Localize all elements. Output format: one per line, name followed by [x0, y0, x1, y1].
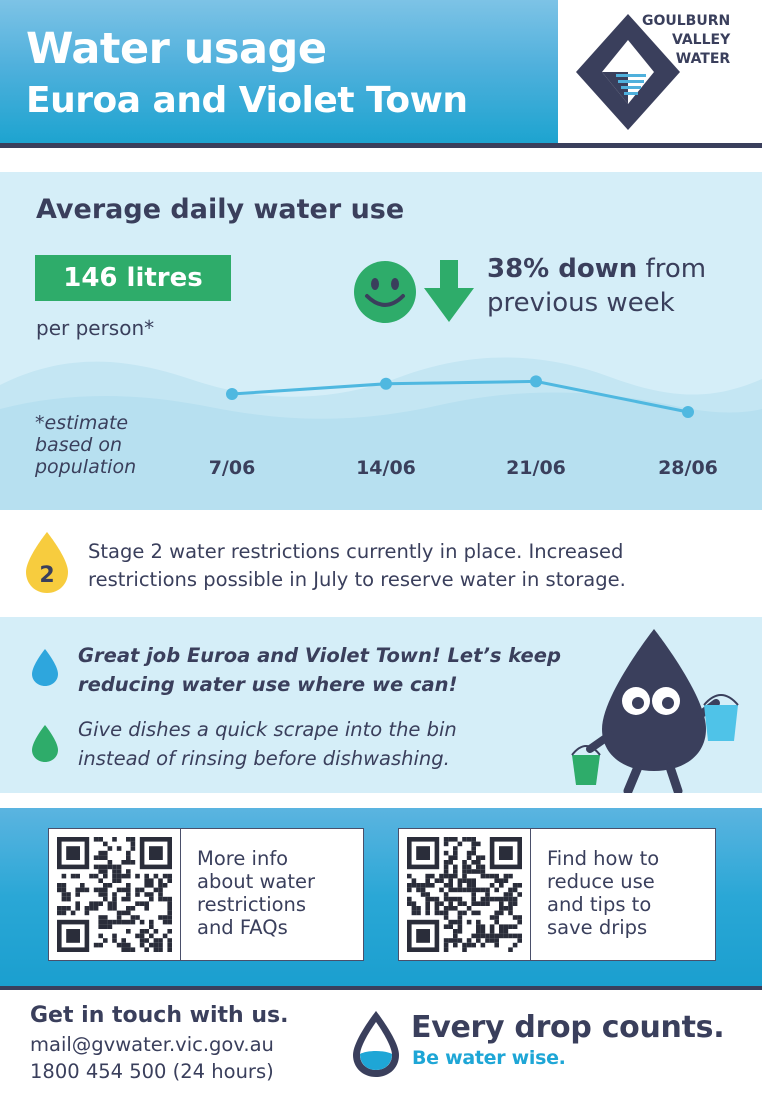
- qr-divider: [530, 829, 531, 960]
- logo: [558, 0, 762, 148]
- logo-line-2: VALLEY: [671, 32, 731, 48]
- x-tick-label: 14/06: [356, 457, 416, 479]
- header: Water usage Euroa and Violet Town GOULBU…: [0, 0, 762, 148]
- tagline: Every drop counts.: [411, 1010, 725, 1045]
- contact-phone[interactable]: 1800 454 500 (24 hours): [30, 1060, 274, 1083]
- smiley-icon: [354, 261, 416, 323]
- blue-drop-icon: [32, 649, 58, 686]
- qr-divider: [180, 829, 181, 960]
- x-tick-label: 28/06: [658, 457, 718, 479]
- estimate-note: *estimate based on population: [35, 412, 136, 478]
- qr-code-icon[interactable]: [57, 837, 172, 952]
- restrictions-line-2: restrictions possible in July to reserve…: [88, 568, 626, 591]
- litres-badge: 146 litres: [35, 255, 231, 301]
- page-title: Water usage: [26, 24, 327, 74]
- qr-1-line-2: about water: [197, 870, 316, 893]
- qr-2-line-3: and tips to: [547, 893, 652, 916]
- contact-email-link[interactable]: mail@gvwater.vic.gov.au: [30, 1033, 274, 1056]
- x-tick-label: 7/06: [209, 457, 256, 479]
- change-previous-week: previous week: [487, 288, 675, 318]
- water-drop-mascot-icon: [571, 629, 739, 793]
- down-arrow-icon: [424, 260, 474, 322]
- contact-title: Get in touch with us.: [30, 1003, 289, 1028]
- restrictions-line-1: Stage 2 water restrictions currently in …: [88, 540, 624, 563]
- qr-2-line-4: save drips: [547, 916, 648, 939]
- tip-2-line-1: Give dishes a quick scrape into the bin: [78, 718, 457, 741]
- tip-encouragement: Great job Euroa and Violet Town! Let’s k…: [78, 641, 561, 699]
- logo-line-1: GOULBURN: [642, 13, 731, 29]
- header-banner: [0, 0, 558, 148]
- per-person-label: per person*: [36, 316, 155, 340]
- estimate-line-3: population: [35, 456, 137, 478]
- estimate-line-1: *estimate: [35, 412, 129, 434]
- qr-1-line-1: More info: [197, 847, 289, 870]
- usage-heading: Average daily water use: [36, 194, 405, 225]
- qr-code-icon[interactable]: [407, 837, 522, 952]
- qr-card-tips[interactable]: Find how to reduce use and tips to save …: [398, 828, 716, 961]
- logo-wordmark: GOULBURN VALLEY WATER: [642, 12, 730, 69]
- tip-2-line-2: instead of rinsing before dishwashing.: [78, 747, 450, 770]
- x-tick-label: 21/06: [506, 457, 566, 479]
- goulburn-valley-water-logo-icon: [576, 14, 680, 130]
- tips-section: Great job Euroa and Violet Town! Let’s k…: [0, 617, 762, 793]
- restrictions-notice: 2 Stage 2 water restrictions currently i…: [0, 530, 762, 602]
- tip-dishes: Give dishes a quick scrape into the bin …: [78, 715, 457, 773]
- header-divider: [0, 143, 762, 148]
- stage-number: 2: [39, 563, 54, 588]
- qr-2-line-2: reduce use: [547, 870, 655, 893]
- litres-value: 146 litres: [63, 263, 203, 293]
- usage-series-line: [231, 379, 689, 414]
- qr-card-text: Find how to reduce use and tips to save …: [547, 847, 659, 939]
- logo-line-3: WATER: [675, 51, 731, 67]
- weekly-change: 38% down from previous week: [487, 252, 706, 320]
- restrictions-text: Stage 2 water restrictions currently in …: [88, 538, 748, 594]
- footer-divider: [0, 986, 762, 990]
- data-point: [380, 377, 392, 390]
- change-percent: 38% down: [487, 254, 638, 284]
- usage-section: Average daily water use 146 litres per p…: [0, 172, 762, 510]
- qr-2-line-1: Find how to: [547, 847, 660, 870]
- estimate-line-2: based on: [35, 434, 123, 456]
- water-drop-icon: [353, 1011, 399, 1077]
- change-from: from: [637, 254, 707, 284]
- qr-1-line-3: restrictions: [197, 893, 307, 916]
- tip-1-line-2: reducing water use where we can!: [78, 673, 458, 696]
- data-point: [226, 388, 238, 400]
- data-point: [530, 375, 542, 388]
- usage-line-chart: 7/06 14/06 21/06 28/06: [209, 375, 718, 479]
- stage-drop-icon: 2: [26, 532, 68, 593]
- qr-card-text: More info about water restrictions and F…: [197, 847, 315, 939]
- wave-background: [0, 357, 762, 510]
- green-drop-icon: [32, 725, 58, 762]
- tip-1-line-1: Great job Euroa and Violet Town! Let’s k…: [78, 644, 561, 667]
- qr-band: More info about water restrictions and F…: [0, 808, 762, 986]
- page-subtitle: Euroa and Violet Town: [26, 80, 468, 121]
- qr-card-restrictions[interactable]: More info about water restrictions and F…: [48, 828, 364, 961]
- data-point: [682, 406, 694, 418]
- qr-1-line-4: and FAQs: [197, 916, 288, 939]
- tagline-sub: Be water wise.: [412, 1047, 566, 1069]
